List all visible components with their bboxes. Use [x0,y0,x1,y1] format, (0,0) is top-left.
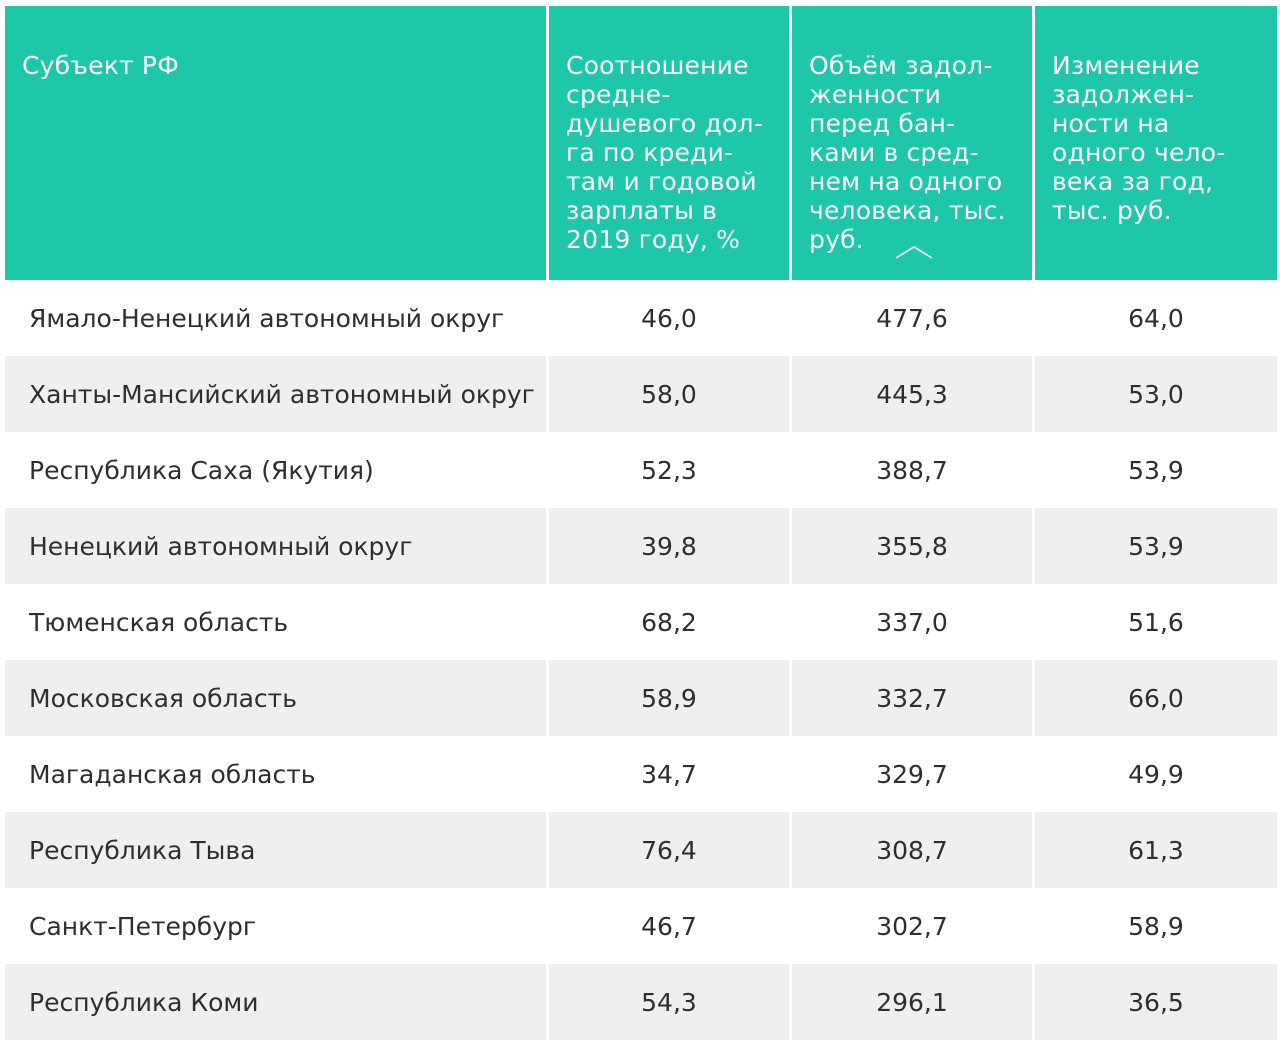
cell-debt: 296,1 [792,964,1032,1040]
cell-change: 61,3 [1035,812,1277,888]
cell-region: Ямало-Ненецкий автономный округ [5,280,546,356]
cell-change: 51,6 [1035,584,1277,660]
cell-change: 53,9 [1035,508,1277,584]
cell-ratio: 39,8 [549,508,789,584]
cell-ratio: 54,3 [549,964,789,1040]
column-header-region[interactable]: Субъект РФ [5,6,546,280]
column-header-change-label: Изменение задолжен- ности на одного чело… [1052,51,1226,225]
cell-debt: 355,8 [792,508,1032,584]
cell-region: Республика Коми [5,964,546,1040]
cell-debt: 329,7 [792,736,1032,812]
cell-debt: 302,7 [792,888,1032,964]
cell-region: Ненецкий автономный округ [5,508,546,584]
cell-ratio: 46,7 [549,888,789,964]
table-body: Ямало-Ненецкий автономный округ 46,0 477,6… [5,280,1277,1040]
cell-change: 53,0 [1035,356,1277,432]
cell-change: 36,5 [1035,964,1277,1040]
cell-ratio: 52,3 [549,432,789,508]
cell-ratio: 58,0 [549,356,789,432]
cell-ratio: 68,2 [549,584,789,660]
cell-debt: 388,7 [792,432,1032,508]
debt-table: Субъект РФ Соотношение средне- душевого … [5,6,1277,1040]
cell-region: Магаданская область [5,736,546,812]
column-header-ratio-label: Соотношение средне- душевого дол- га по … [566,51,763,254]
column-header-ratio[interactable]: Соотношение средне- душевого дол- га по … [549,6,789,280]
cell-debt: 308,7 [792,812,1032,888]
cell-change: 66,0 [1035,660,1277,736]
column-header-debt-label: Объём задол- женности перед бан- ками в … [809,51,1006,254]
cell-region: Московская область [5,660,546,736]
chevron-up-icon[interactable] [894,244,934,260]
cell-ratio: 46,0 [549,280,789,356]
cell-ratio: 58,9 [549,660,789,736]
column-header-region-label: Субъект РФ [22,51,179,80]
cell-change: 64,0 [1035,280,1277,356]
column-header-debt[interactable]: Объём задол- женности перед бан- ками в … [792,6,1032,280]
cell-region: Тюменская область [5,584,546,660]
cell-change: 49,9 [1035,736,1277,812]
cell-ratio: 34,7 [549,736,789,812]
cell-debt: 332,7 [792,660,1032,736]
cell-region: Ханты-Мансийский автономный округ [5,356,546,432]
cell-debt: 337,0 [792,584,1032,660]
column-header-change[interactable]: Изменение задолжен- ности на одного чело… [1035,6,1277,280]
cell-region: Республика Саха (Якутия) [5,432,546,508]
cell-debt: 477,6 [792,280,1032,356]
cell-region: Республика Тыва [5,812,546,888]
cell-debt: 445,3 [792,356,1032,432]
cell-change: 53,9 [1035,432,1277,508]
cell-change: 58,9 [1035,888,1277,964]
cell-region: Санкт-Петербург [5,888,546,964]
cell-ratio: 76,4 [549,812,789,888]
